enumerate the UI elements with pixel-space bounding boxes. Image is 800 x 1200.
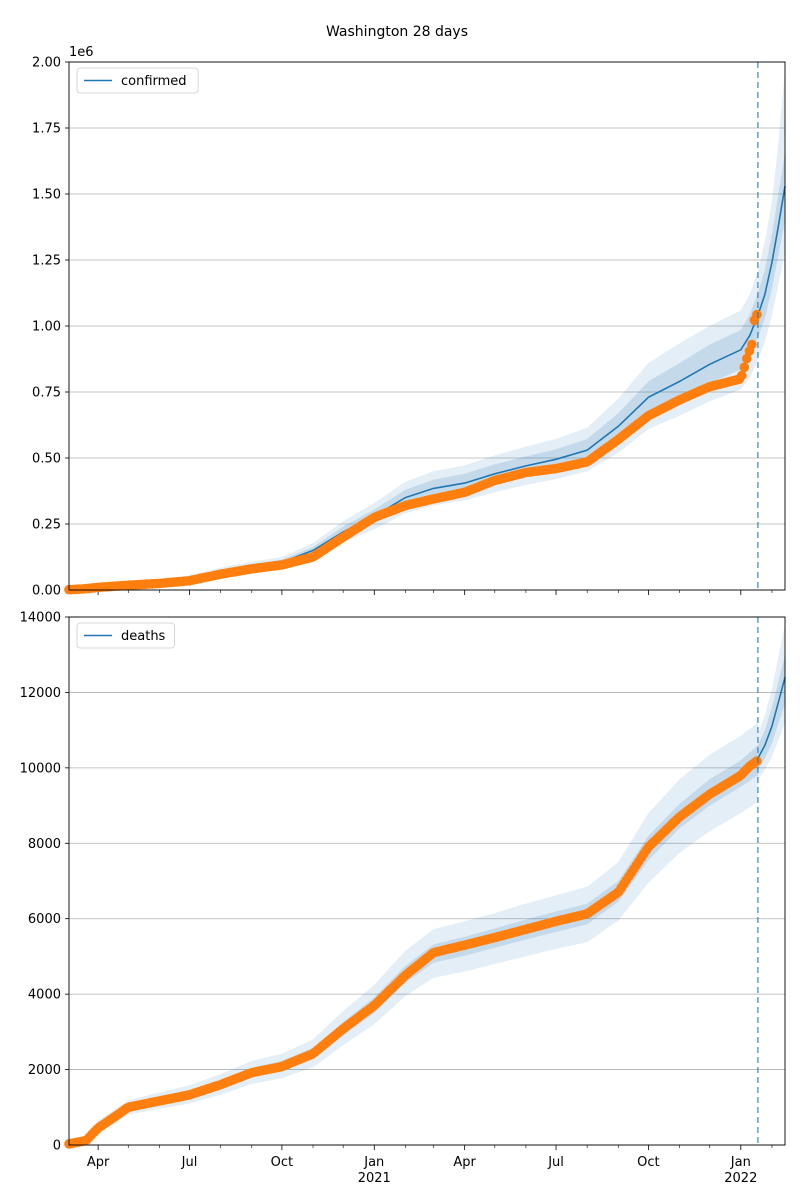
y-tick-label: 0 [53,1139,61,1154]
x-tick-label: Jul [181,1155,198,1170]
x-tick-label: Jan [730,1155,751,1170]
y-tick-label: 2000 [28,1063,61,1078]
x-tick-year: 2022 [724,1171,757,1186]
observed-point [752,756,762,766]
x-tick-label: Oct [271,1155,293,1170]
observed-point [742,353,752,364]
y-tick-label: 0.00 [32,584,61,599]
observed-point [752,309,762,320]
y-tick-label: 10000 [20,761,61,776]
y-tick-label: 0.25 [32,518,61,533]
model-outer-band [757,624,785,780]
y-tick-label: 4000 [28,988,61,1003]
legend-label: deaths [121,629,166,644]
y-multiplier-label: 1e6 [69,45,94,60]
historic-outer-band [86,722,758,1142]
y-tick-label: 1.00 [32,320,61,335]
x-tick-label: Apr [87,1155,110,1170]
x-tick-label: Jan [363,1155,384,1170]
model-line [757,677,786,759]
x-tick-year: 2021 [358,1171,391,1186]
figure-title: Washington 28 days [326,24,468,40]
y-tick-label: 0.50 [32,452,61,467]
y-tick-label: 1.75 [32,122,61,137]
y-tick-label: 0.75 [32,386,61,401]
model-outer-band [69,69,785,590]
observed-point [747,339,757,350]
y-tick-label: 12000 [20,686,61,701]
x-tick-label: Apr [453,1155,476,1170]
plot-frame [68,616,786,1146]
model-inner-band [757,654,785,770]
y-tick-label: 14000 [20,611,61,626]
y-tick-label: 2.00 [32,56,61,71]
observed-point [739,362,750,373]
deaths-panel: 0 2000 4000 6000 8000 10000 12000 14000 Apr Jul Oc… [20,611,786,1186]
y-tick-label: 1.25 [32,254,61,269]
y-tick-label: 8000 [28,837,61,852]
legend-box [76,622,175,649]
x-tick-label: Jul [547,1155,564,1170]
plot-frame [68,61,786,591]
observed-point [737,370,747,381]
x-tick-label: Oct [637,1155,659,1170]
legend-box [76,67,199,94]
confirmed-panel: 0.00 0.25 0.50 0.75 1.00 1.25 1.50 1.75 2.00 1e6 c… [32,45,786,599]
legend-label: confirmed [121,74,187,89]
y-tick-label: 6000 [28,912,61,927]
y-tick-label: 1.50 [32,188,61,203]
